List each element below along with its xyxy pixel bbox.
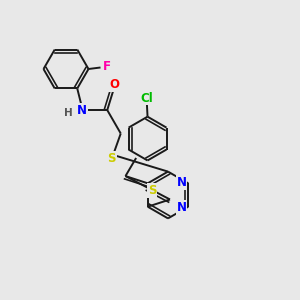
Text: N: N bbox=[177, 201, 187, 214]
Text: S: S bbox=[148, 184, 157, 197]
Text: F: F bbox=[103, 60, 111, 74]
Text: N: N bbox=[177, 176, 187, 189]
Text: N: N bbox=[77, 103, 87, 117]
Text: Cl: Cl bbox=[141, 92, 153, 105]
Text: H: H bbox=[64, 108, 73, 118]
Text: O: O bbox=[109, 78, 119, 91]
Text: S: S bbox=[107, 152, 116, 165]
